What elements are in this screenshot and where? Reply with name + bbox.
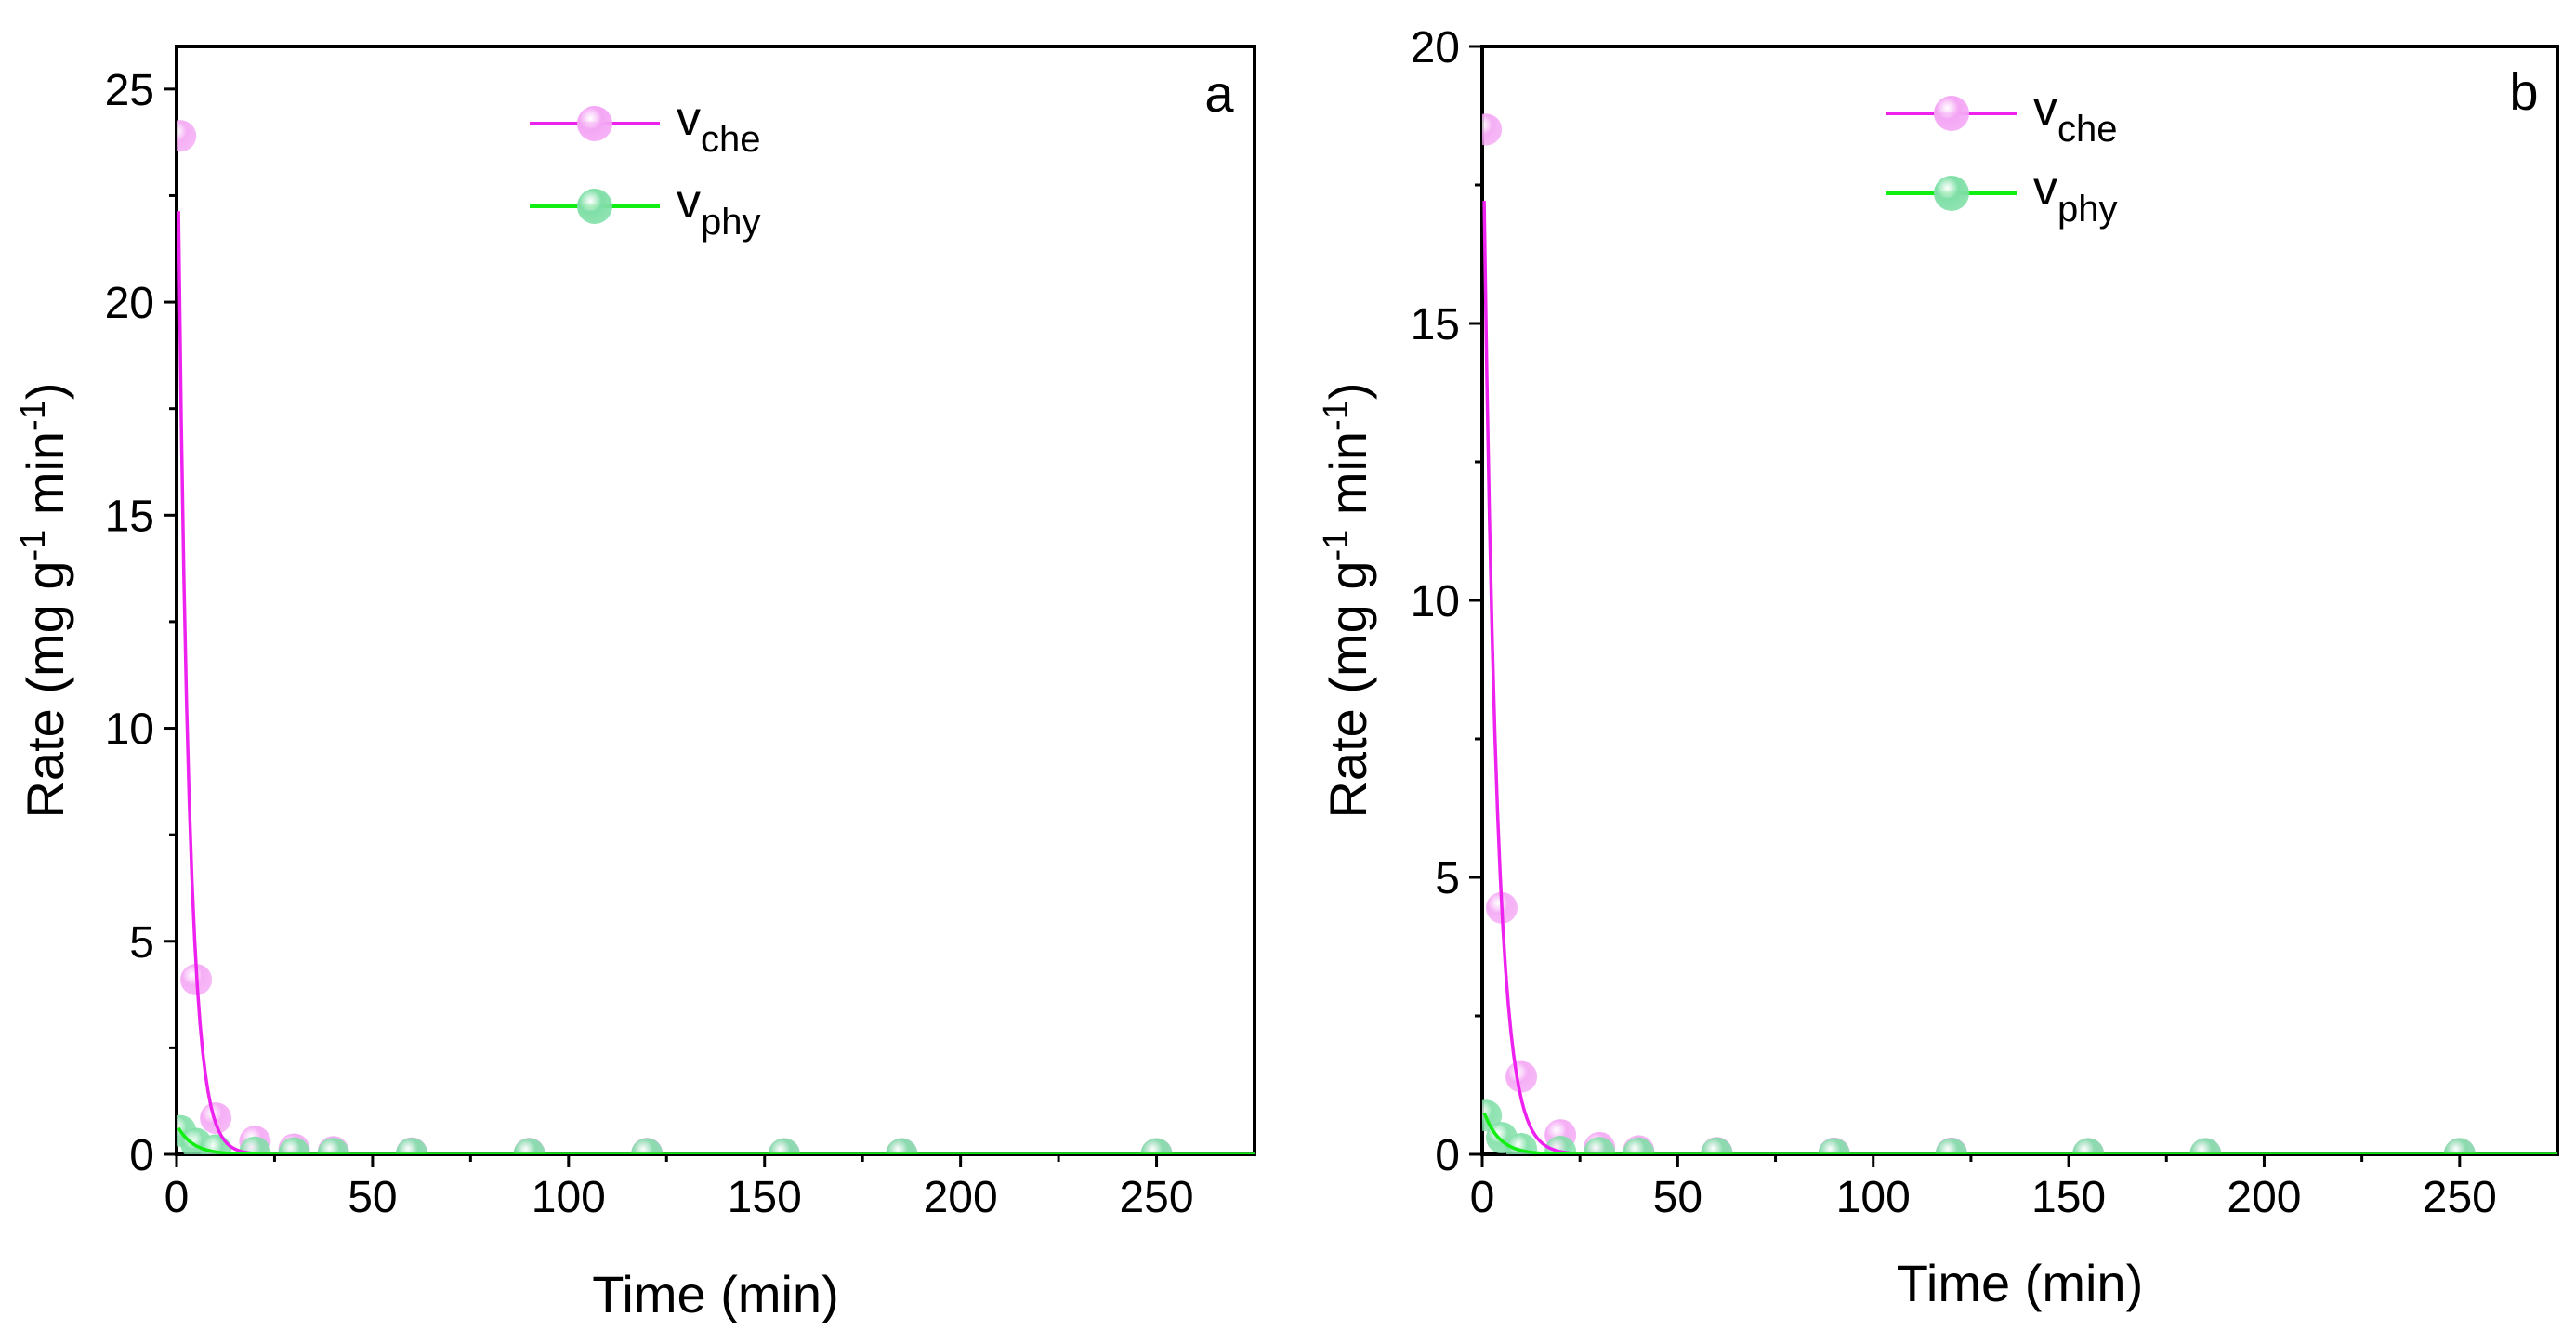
y-axis-title-middle: min xyxy=(16,431,74,530)
y-axis-title-prefix: Rate (mg g xyxy=(16,561,74,819)
legend-label-v_phy: vphy xyxy=(2033,162,2118,230)
data-point-v_phy-7 xyxy=(513,1138,545,1154)
data-point-v_phy-6 xyxy=(1701,1137,1733,1154)
y-axis-title: Rate (mg g-1 min-1) xyxy=(14,382,74,818)
y-axis-title-sup1: -1 xyxy=(1317,530,1356,561)
x-tick-label-250: 250 xyxy=(1119,1173,1193,1222)
data-point-v_che-0 xyxy=(1482,113,1503,146)
x-axis-title: Time (min) xyxy=(1897,1254,2143,1312)
data-point-v_phy-10 xyxy=(886,1138,918,1154)
legend-marker-v_phy xyxy=(1934,176,1969,211)
x-tick-label-100: 100 xyxy=(1836,1173,1911,1222)
series-v_che-markers xyxy=(177,120,1173,1154)
legend-label-v_che: vche xyxy=(2033,82,2118,150)
legend-item-v_che: vche xyxy=(1886,82,2118,150)
legend-label-v_phy: vphy xyxy=(677,175,761,243)
x-tick-label-200: 200 xyxy=(2227,1173,2301,1222)
legend-label-v_che: vche xyxy=(677,92,761,160)
series-v_phy-markers xyxy=(177,1114,1173,1154)
legend-item-v_che: vche xyxy=(530,92,761,160)
data-point-v_che-0 xyxy=(177,120,197,152)
y-tick-label-25: 25 xyxy=(105,66,154,115)
x-tick-label-200: 200 xyxy=(924,1173,998,1222)
legend-item-v_phy: vphy xyxy=(1886,162,2118,230)
series-v_che-markers xyxy=(1482,113,2476,1154)
legend-label-sub: phy xyxy=(2057,189,2118,230)
y-tick-label-5: 5 xyxy=(1435,854,1460,903)
legend-label-main: v xyxy=(2033,82,2057,136)
y-axis-title-prefix: Rate (mg g xyxy=(1319,561,1377,819)
chart-panel-a: 0 50 100 150 200 250 0 5 10 15 20 25 Time (min) Rate … xyxy=(14,45,1256,1323)
data-point-v_phy-9 xyxy=(768,1138,800,1154)
y-tick-label-15: 15 xyxy=(1411,300,1460,349)
legend-label-sub: che xyxy=(2057,109,2118,150)
x-tick-label-250: 250 xyxy=(2423,1173,2497,1222)
y-tick-label-20: 20 xyxy=(1411,23,1460,72)
legend-marker-v_phy xyxy=(577,189,612,224)
plot-area xyxy=(177,120,1255,1154)
y-axis-title: Rate (mg g-1 min-1) xyxy=(1317,382,1377,818)
y-axis-title-suffix: ) xyxy=(16,382,74,400)
legend-item-v_phy: vphy xyxy=(530,175,761,243)
data-point-v_phy-5 xyxy=(1623,1137,1655,1154)
legend-label-main: v xyxy=(2033,162,2057,216)
x-tick-label-0: 0 xyxy=(164,1173,190,1222)
y-tick-label-20: 20 xyxy=(105,279,154,328)
x-tick-label-150: 150 xyxy=(728,1173,802,1222)
x-tick-label-0: 0 xyxy=(1470,1173,1495,1222)
y-axis-title-middle: min xyxy=(1319,431,1377,530)
data-point-v_phy-11 xyxy=(1140,1138,1173,1154)
y-tick-label-15: 15 xyxy=(105,492,154,541)
data-point-v_phy-10 xyxy=(2189,1138,2222,1154)
y-tick-label-0: 0 xyxy=(129,1131,154,1180)
data-point-v_phy-6 xyxy=(396,1138,428,1154)
y-tick-label-10: 10 xyxy=(105,705,154,755)
series-line-v_che xyxy=(177,211,1255,1154)
x-tick-label-50: 50 xyxy=(348,1173,397,1222)
data-point-v_phy-7 xyxy=(1818,1138,1850,1154)
data-point-v_phy-8 xyxy=(631,1138,664,1154)
data-point-v_phy-4 xyxy=(278,1137,310,1154)
plot-area xyxy=(1482,113,2557,1154)
data-point-v_phy-11 xyxy=(2443,1138,2476,1154)
y-axis-title-sup2: -1 xyxy=(14,400,53,431)
x-tick-label-50: 50 xyxy=(1653,1173,1702,1222)
series-v_phy-markers xyxy=(1482,1099,2476,1154)
legend-marker-v_che xyxy=(1934,96,1969,131)
data-point-v_phy-4 xyxy=(1584,1137,1616,1154)
x-tick-label-150: 150 xyxy=(2031,1173,2106,1222)
series-line-v_che xyxy=(1482,201,2557,1154)
y-tick-label-5: 5 xyxy=(129,918,154,968)
legend-marker-v_che xyxy=(577,106,612,141)
y-tick-label-10: 10 xyxy=(1411,577,1460,626)
y-axis-title-suffix: ) xyxy=(1319,382,1377,400)
legend-label-main: v xyxy=(677,92,701,146)
plot-frame xyxy=(1480,45,2559,1156)
x-axis-title: Time (min) xyxy=(592,1265,838,1323)
x-tick-label-100: 100 xyxy=(532,1173,606,1222)
panel-label: a xyxy=(1204,64,1234,123)
y-axis-title-sup2: -1 xyxy=(1317,400,1356,431)
legend-label-sub: che xyxy=(701,119,761,160)
y-tick-label-0: 0 xyxy=(1435,1131,1460,1180)
data-point-v_phy-3 xyxy=(239,1136,271,1154)
panel-label: b xyxy=(2509,62,2538,121)
data-point-v_phy-9 xyxy=(2072,1138,2105,1154)
legend-label-sub: phy xyxy=(701,202,761,243)
data-point-v_phy-8 xyxy=(1935,1138,1967,1154)
data-point-v_phy-5 xyxy=(317,1138,349,1154)
data-point-v_che-2 xyxy=(1505,1060,1538,1093)
chart-panel-b: 0 50 100 150 200 250 0 5 10 15 20 Time (min) Rate (m… xyxy=(1317,23,2559,1312)
legend-label-main: v xyxy=(677,175,701,229)
y-axis-title-sup1: -1 xyxy=(14,530,53,561)
